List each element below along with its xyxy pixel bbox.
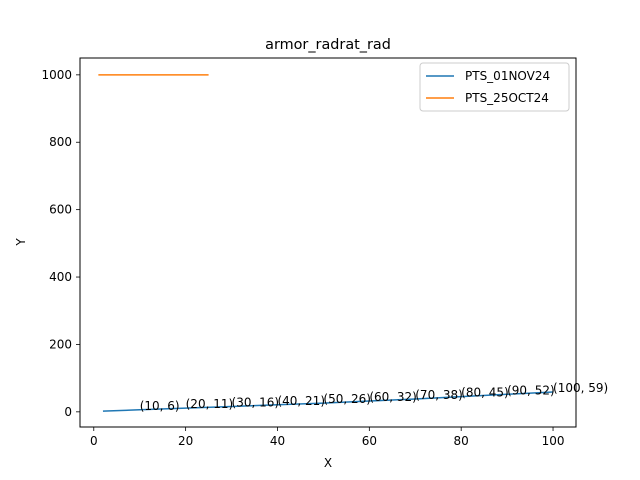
series-line-0 (102, 391, 554, 412)
y-tick-label: 600 (49, 203, 72, 217)
x-tick-label: 80 (454, 434, 469, 448)
legend-box (419, 62, 570, 112)
point-annotation: (10, 6) (140, 399, 180, 413)
y-tick-label: 400 (49, 270, 72, 284)
y-tick-label: 0 (64, 405, 72, 419)
point-annotation: (90, 52) (507, 383, 555, 397)
x-tick-label: 40 (270, 434, 285, 448)
axes-frame (79, 57, 577, 428)
y-tick-label: 800 (49, 135, 72, 149)
point-annotation: (70, 38) (415, 388, 463, 402)
y-tick-label: 200 (49, 337, 72, 351)
legend-label-0: PTS_01NOV24 (465, 69, 550, 83)
point-annotation: (30, 16) (232, 395, 280, 409)
point-annotation: (80, 45) (461, 386, 509, 400)
legend: PTS_01NOV24 PTS_25OCT24 (419, 62, 570, 112)
legend-label-1: PTS_25OCT24 (465, 91, 549, 105)
y-tick-label: 1000 (41, 68, 72, 82)
x-tick-label: 0 (90, 434, 98, 448)
point-annotation: (50, 26) (323, 392, 371, 406)
x-tick-label: 60 (362, 434, 377, 448)
x-tick-label: 20 (178, 434, 193, 448)
chart-title: armor_radrat_rad (265, 37, 391, 53)
point-annotation: (60, 32) (369, 390, 417, 404)
plot-area: (10, 6) (20, 11)(30, 16)(40, 21)(50, 26)(… (98, 74, 608, 413)
x-tick-label: 100 (542, 434, 565, 448)
point-annotation: (40, 21) (277, 394, 325, 408)
point-annotation: (20, 11) (186, 397, 234, 411)
x-axis-label: X (324, 456, 332, 470)
point-annotation: (100, 59) (553, 381, 608, 395)
y-axis-label: Y (14, 238, 28, 247)
